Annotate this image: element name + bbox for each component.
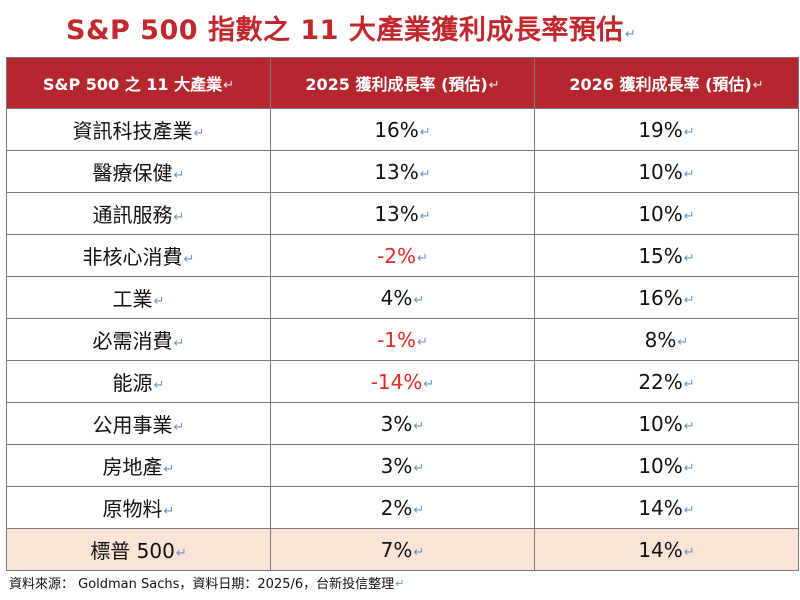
growth-2026-cell: 14%↵	[534, 528, 799, 571]
table-row: 工業↵ 4%↵ 16%↵	[6, 276, 799, 319]
growth-2026-cell: 10%↵	[534, 402, 799, 445]
growth-2026-cell: 19%↵	[534, 108, 799, 151]
sector-cell: 必需消費↵	[6, 318, 271, 361]
table-row: 房地產↵ 3%↵ 10%↵	[6, 444, 799, 487]
growth-2025-cell: 13%↵	[270, 150, 535, 193]
table-row: 公用事業↵ 3%↵ 10%↵	[6, 402, 799, 445]
return-mark-icon: ↵	[683, 418, 695, 434]
sector-cell: 公用事業↵	[6, 402, 271, 445]
growth-2026-cell: 15%↵	[534, 234, 799, 277]
return-mark-icon: ↵	[163, 462, 175, 477]
return-mark-icon: ↵	[683, 544, 695, 560]
return-mark-icon: ↵	[153, 294, 165, 309]
return-mark-icon: ↵	[683, 166, 695, 182]
table-row: 資訊科技產業↵ 16%↵ 19%↵	[6, 108, 799, 151]
return-mark-icon: ↵	[677, 334, 689, 350]
growth-2026-cell: 22%↵	[534, 360, 799, 403]
return-mark-icon: ↵	[175, 546, 187, 561]
sector-cell: 標普 500↵	[6, 528, 271, 571]
growth-2025-cell: -2%↵	[270, 234, 535, 277]
return-mark-icon: ↵	[413, 418, 425, 434]
return-mark-icon: ↵	[419, 166, 431, 182]
table-row: 通訊服務↵ 13%↵ 10%↵	[6, 192, 799, 235]
growth-2026-cell: 14%↵	[534, 486, 799, 529]
return-mark-icon: ↵	[153, 378, 165, 393]
growth-2025-cell: 4%↵	[270, 276, 535, 319]
title-text: S&P 500 指數之 11 大產業獲利成長率預估	[66, 15, 624, 46]
growth-2026-cell: 10%↵	[534, 192, 799, 235]
return-mark-icon: ↵	[173, 420, 185, 435]
growth-2025-cell: 16%↵	[270, 108, 535, 151]
growth-2025-cell: 13%↵	[270, 192, 535, 235]
return-mark-icon: ↵	[683, 502, 695, 518]
table-body: 資訊科技產業↵ 16%↵ 19%↵ 醫療保健↵ 13%↵ 10%↵ 通訊服務↵ 13%↵ 10%…	[6, 108, 799, 571]
earnings-growth-table: S&P 500 之 11 大產業↵ 2025 獲利成長率 (預估)↵ 2026 …	[6, 57, 799, 571]
header-sector: S&P 500 之 11 大產業↵	[6, 57, 271, 109]
return-mark-icon: ↵	[683, 208, 695, 224]
table-row: 醫療保健↵ 13%↵ 10%↵	[6, 150, 799, 193]
return-mark-icon: ↵	[423, 376, 435, 392]
growth-2026-cell: 8%↵	[534, 318, 799, 361]
return-mark-icon: ↵	[223, 78, 235, 93]
sector-cell: 房地產↵	[6, 444, 271, 487]
return-mark-icon: ↵	[419, 124, 431, 140]
page-title: S&P 500 指數之 11 大產業獲利成長率預估↵	[66, 8, 636, 47]
return-mark-icon: ↵	[395, 577, 405, 590]
return-mark-icon: ↵	[163, 504, 175, 519]
header-2026: 2026 獲利成長率 (預估)↵	[534, 57, 799, 109]
return-mark-icon: ↵	[173, 168, 185, 183]
return-mark-icon: ↵	[413, 292, 425, 308]
growth-2025-cell: 2%↵	[270, 486, 535, 529]
sector-cell: 原物料↵	[6, 486, 271, 529]
growth-2025-cell: 7%↵	[270, 528, 535, 571]
return-mark-icon: ↵	[683, 124, 695, 140]
return-mark-icon: ↵	[417, 334, 428, 350]
return-mark-icon: ↵	[683, 460, 695, 476]
return-mark-icon: ↵	[413, 544, 425, 560]
return-mark-icon: ↵	[413, 502, 425, 518]
table-row: 原物料↵ 2%↵ 14%↵	[6, 486, 799, 529]
return-mark-icon: ↵	[413, 460, 425, 476]
growth-2025-cell: 3%↵	[270, 444, 535, 487]
table-row: 能源↵ -14%↵ 22%↵	[6, 360, 799, 403]
growth-2025-cell: -14%↵	[270, 360, 535, 403]
table-row: 必需消費↵ -1%↵ 8%↵	[6, 318, 799, 361]
sector-cell: 資訊科技產業↵	[6, 108, 271, 151]
growth-2026-cell: 10%↵	[534, 150, 799, 193]
return-mark-icon: ↵	[624, 27, 637, 42]
growth-2026-cell: 10%↵	[534, 444, 799, 487]
growth-2025-cell: -1%↵	[270, 318, 535, 361]
return-mark-icon: ↵	[183, 252, 195, 267]
return-mark-icon: ↵	[173, 210, 185, 225]
sector-cell: 非核心消費↵	[6, 234, 271, 277]
table-row-total: 標普 500↵ 7%↵ 14%↵	[6, 528, 799, 571]
growth-2026-cell: 16%↵	[534, 276, 799, 319]
return-mark-icon: ↵	[488, 78, 500, 93]
growth-2025-cell: 3%↵	[270, 402, 535, 445]
return-mark-icon: ↵	[683, 292, 695, 308]
sector-cell: 通訊服務↵	[6, 192, 271, 235]
return-mark-icon: ↵	[683, 376, 695, 392]
sector-cell: 能源↵	[6, 360, 271, 403]
source-footnote: 資料來源： Goldman Sachs，資料日期：2025/6，台新投信整理↵	[9, 577, 405, 592]
return-mark-icon: ↵	[173, 336, 185, 351]
return-mark-icon: ↵	[752, 78, 764, 93]
header-2025: 2025 獲利成長率 (預估)↵	[270, 57, 535, 109]
table-row: 非核心消費↵ -2%↵ 15%↵	[6, 234, 799, 277]
return-mark-icon: ↵	[193, 126, 205, 141]
return-mark-icon: ↵	[419, 208, 431, 224]
sector-cell: 工業↵	[6, 276, 271, 319]
table-header-row: S&P 500 之 11 大產業↵ 2025 獲利成長率 (預估)↵ 2026 …	[6, 57, 799, 109]
return-mark-icon: ↵	[683, 250, 695, 266]
return-mark-icon: ↵	[417, 250, 428, 266]
sector-cell: 醫療保健↵	[6, 150, 271, 193]
